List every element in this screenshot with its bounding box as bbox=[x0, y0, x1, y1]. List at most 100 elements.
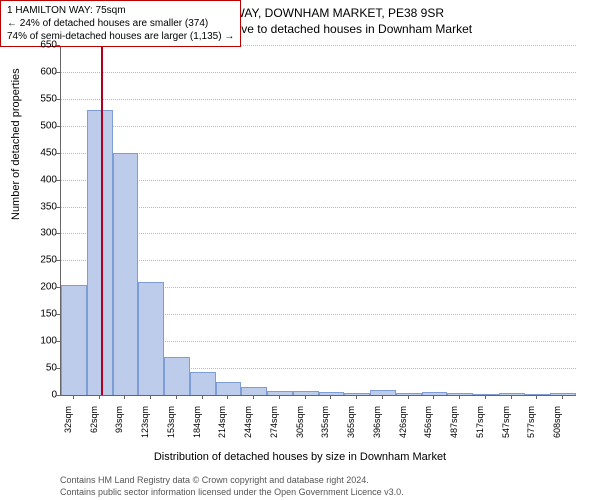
y-tick-label: 500 bbox=[17, 120, 57, 131]
grid-line bbox=[61, 72, 576, 73]
y-tick-mark bbox=[56, 287, 60, 288]
x-tick-label: 305sqm bbox=[295, 406, 305, 446]
y-tick-mark bbox=[56, 314, 60, 315]
y-tick-label: 250 bbox=[17, 255, 57, 266]
histogram-bar bbox=[113, 153, 139, 395]
y-tick-label: 400 bbox=[17, 174, 57, 185]
x-tick-mark bbox=[124, 395, 125, 399]
y-tick-mark bbox=[56, 395, 60, 396]
y-tick-mark bbox=[56, 368, 60, 369]
y-tick-label: 0 bbox=[17, 390, 57, 401]
footer-line1: Contains HM Land Registry data © Crown c… bbox=[60, 475, 369, 485]
x-tick-mark bbox=[305, 395, 306, 399]
histogram-bar bbox=[396, 393, 422, 395]
x-tick-label: 335sqm bbox=[320, 406, 330, 446]
x-tick-mark bbox=[227, 395, 228, 399]
x-tick-label: 274sqm bbox=[269, 406, 279, 446]
x-tick-mark bbox=[382, 395, 383, 399]
y-tick-label: 150 bbox=[17, 309, 57, 320]
histogram-bar bbox=[190, 372, 216, 395]
y-tick-label: 200 bbox=[17, 282, 57, 293]
y-tick-mark bbox=[56, 260, 60, 261]
annotation-line2: ← 24% of detached houses are smaller (37… bbox=[7, 17, 234, 30]
y-tick-mark bbox=[56, 45, 60, 46]
y-tick-mark bbox=[56, 233, 60, 234]
y-tick-label: 450 bbox=[17, 147, 57, 158]
x-tick-label: 426sqm bbox=[398, 406, 408, 446]
grid-line bbox=[61, 180, 576, 181]
y-tick-mark bbox=[56, 72, 60, 73]
histogram-bar bbox=[293, 391, 319, 395]
y-tick-mark bbox=[56, 126, 60, 127]
x-tick-label: 456sqm bbox=[423, 406, 433, 446]
histogram-bar bbox=[241, 387, 267, 395]
x-tick-label: 244sqm bbox=[243, 406, 253, 446]
histogram-bar bbox=[473, 394, 499, 395]
x-tick-label: 214sqm bbox=[217, 406, 227, 446]
x-tick-label: 184sqm bbox=[192, 406, 202, 446]
x-tick-label: 547sqm bbox=[501, 406, 511, 446]
x-tick-mark bbox=[99, 395, 100, 399]
x-tick-mark bbox=[202, 395, 203, 399]
annotation-line1: 1 HAMILTON WAY: 75sqm bbox=[7, 4, 234, 17]
y-tick-mark bbox=[56, 99, 60, 100]
histogram-bar bbox=[550, 393, 576, 395]
y-tick-label: 550 bbox=[17, 93, 57, 104]
y-tick-label: 300 bbox=[17, 228, 57, 239]
footer-line2: Contains public sector information licen… bbox=[60, 487, 404, 497]
histogram-bar bbox=[164, 357, 190, 395]
histogram-bar bbox=[138, 282, 164, 395]
y-tick-label: 600 bbox=[17, 66, 57, 77]
x-tick-label: 577sqm bbox=[526, 406, 536, 446]
histogram-bar bbox=[422, 392, 448, 395]
x-tick-mark bbox=[511, 395, 512, 399]
x-tick-label: 487sqm bbox=[449, 406, 459, 446]
x-tick-mark bbox=[408, 395, 409, 399]
y-tick-label: 650 bbox=[17, 40, 57, 51]
histogram-bar bbox=[525, 394, 551, 395]
x-tick-mark bbox=[356, 395, 357, 399]
x-tick-label: 517sqm bbox=[475, 406, 485, 446]
histogram-bar bbox=[370, 390, 396, 395]
grid-line bbox=[61, 99, 576, 100]
x-tick-mark bbox=[485, 395, 486, 399]
y-tick-label: 50 bbox=[17, 363, 57, 374]
grid-line bbox=[61, 233, 576, 234]
x-tick-mark bbox=[176, 395, 177, 399]
histogram-bar bbox=[499, 393, 525, 395]
x-tick-mark bbox=[253, 395, 254, 399]
y-axis-label: Number of detached properties bbox=[10, 68, 22, 220]
y-tick-mark bbox=[56, 341, 60, 342]
grid-line bbox=[61, 153, 576, 154]
x-tick-mark bbox=[433, 395, 434, 399]
histogram-bar bbox=[216, 382, 242, 395]
histogram-bar bbox=[267, 391, 293, 395]
histogram-bar bbox=[61, 285, 87, 395]
y-tick-mark bbox=[56, 153, 60, 154]
x-tick-label: 396sqm bbox=[372, 406, 382, 446]
property-marker-line bbox=[101, 45, 103, 395]
plot-area bbox=[60, 45, 576, 396]
x-tick-label: 123sqm bbox=[140, 406, 150, 446]
y-tick-mark bbox=[56, 207, 60, 208]
histogram-bar bbox=[319, 392, 345, 395]
x-tick-mark bbox=[279, 395, 280, 399]
x-tick-mark bbox=[73, 395, 74, 399]
histogram-bar bbox=[87, 110, 113, 395]
x-tick-mark bbox=[330, 395, 331, 399]
x-tick-mark bbox=[562, 395, 563, 399]
chart-container: 1, HAMILTON WAY, DOWNHAM MARKET, PE38 9S… bbox=[0, 0, 600, 500]
y-tick-label: 100 bbox=[17, 336, 57, 347]
grid-line bbox=[61, 207, 576, 208]
x-tick-label: 32sqm bbox=[63, 406, 73, 446]
x-tick-mark bbox=[536, 395, 537, 399]
histogram-bar bbox=[447, 393, 473, 395]
x-tick-label: 93sqm bbox=[114, 406, 124, 446]
y-tick-mark bbox=[56, 180, 60, 181]
grid-line bbox=[61, 260, 576, 261]
x-tick-mark bbox=[459, 395, 460, 399]
x-tick-label: 608sqm bbox=[552, 406, 562, 446]
y-tick-label: 350 bbox=[17, 201, 57, 212]
x-tick-label: 62sqm bbox=[89, 406, 99, 446]
x-tick-label: 153sqm bbox=[166, 406, 176, 446]
